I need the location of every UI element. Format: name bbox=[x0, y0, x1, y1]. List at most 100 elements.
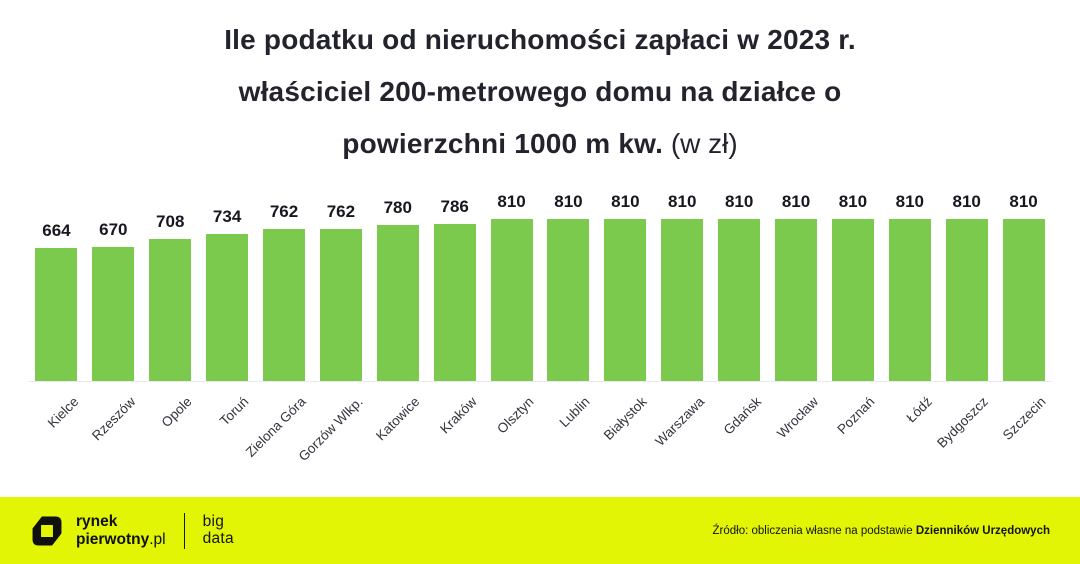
tick: Toruń bbox=[199, 382, 256, 482]
bar bbox=[206, 234, 249, 381]
bar-city-label: Kraków bbox=[436, 394, 480, 437]
brand-pl-suffix: .pl bbox=[149, 530, 166, 548]
bar bbox=[1002, 219, 1045, 381]
rynekpierwotny-logo-icon bbox=[32, 516, 62, 545]
bar-city-label: Łódź bbox=[903, 394, 935, 426]
bar-value-label: 810 bbox=[895, 192, 924, 211]
footer: rynek pierwotny.pl big data Źródło: obli… bbox=[0, 497, 1080, 564]
bar-city-label: Opole bbox=[158, 394, 195, 431]
tick: Gorzów Wlkp. bbox=[295, 382, 369, 482]
bar-value-label: 708 bbox=[156, 212, 185, 232]
bar-column: 708 bbox=[142, 190, 199, 381]
bar bbox=[35, 248, 78, 381]
bar-value-label: 810 bbox=[668, 192, 697, 211]
bar-column: 664 bbox=[28, 190, 85, 381]
bar-city-label: Gdańsk bbox=[720, 394, 764, 438]
tick: Olsztyn bbox=[483, 382, 540, 482]
tick: Szczecin bbox=[995, 382, 1052, 482]
tick: Zielona Góra bbox=[243, 382, 313, 482]
tick: Rzeszów bbox=[85, 382, 142, 482]
bar bbox=[945, 219, 988, 381]
bars-row: 664 670 708 734 762 762 780 bbox=[28, 190, 1052, 382]
bar-column: 810 bbox=[938, 190, 995, 381]
bar-city-label: Poznań bbox=[834, 394, 878, 437]
bar-city-label: Kielce bbox=[44, 394, 82, 431]
bar-value-label: 786 bbox=[440, 196, 469, 216]
bigdata-line-2: data bbox=[202, 529, 234, 547]
bar bbox=[319, 228, 362, 381]
bar-column: 810 bbox=[540, 190, 597, 381]
bar-value-label: 810 bbox=[952, 192, 981, 211]
bar bbox=[718, 219, 761, 381]
bar-value-label: 810 bbox=[554, 192, 583, 211]
bar bbox=[547, 219, 590, 381]
bar-value-label: 810 bbox=[781, 192, 811, 211]
bar-value-label: 810 bbox=[1009, 192, 1038, 211]
bar-city-label: Szczecin bbox=[999, 394, 1049, 443]
bar-column: 780 bbox=[369, 190, 426, 381]
title-line-3: powierzchni 1000 m kw. bbox=[342, 128, 664, 159]
bar-city-label: Białystok bbox=[601, 394, 650, 443]
bar bbox=[149, 239, 192, 381]
bar bbox=[775, 219, 818, 381]
bar-city-label: Katowice bbox=[373, 394, 423, 444]
bar-city-label: Rzeszów bbox=[88, 394, 138, 444]
source-bold: Dzienników Urzędowych bbox=[915, 524, 1050, 537]
chart-title: Ile podatku od nieruchomości zapłaci w 2… bbox=[0, 0, 1080, 170]
bar-value-label: 810 bbox=[611, 192, 640, 211]
bar-value-label: 780 bbox=[383, 198, 412, 217]
title-line-2: właściciel 200-metrowego domu na działce… bbox=[238, 76, 842, 107]
bar-chart: 664 670 708 734 762 762 780 bbox=[0, 190, 1080, 482]
tick: Kraków bbox=[426, 382, 483, 482]
bar-column: 810 bbox=[711, 190, 768, 381]
bar-value-label: 670 bbox=[99, 220, 128, 239]
bar bbox=[604, 219, 647, 381]
footer-divider bbox=[183, 512, 185, 549]
tick: Bydgoszcz bbox=[934, 382, 995, 482]
tick: Wrocław bbox=[768, 382, 825, 482]
tick: Gdańsk bbox=[711, 382, 768, 482]
brand-line-2: pierwotny bbox=[76, 530, 150, 548]
bar-column: 670 bbox=[85, 190, 142, 381]
bar-column: 810 bbox=[881, 190, 938, 381]
bar-city-label: Warszawa bbox=[652, 394, 707, 449]
bar-value-label: 664 bbox=[42, 221, 71, 241]
title-unit: (w zł) bbox=[663, 128, 738, 159]
bigdata-text: big data bbox=[203, 514, 234, 547]
brand-line-1: rynek bbox=[76, 513, 118, 531]
bar-value-label: 810 bbox=[838, 192, 868, 211]
bar-value-label: 810 bbox=[724, 192, 754, 211]
bar bbox=[490, 219, 533, 381]
bar bbox=[376, 225, 419, 381]
tick: Katowice bbox=[369, 382, 426, 482]
bar bbox=[263, 228, 305, 381]
bar bbox=[661, 219, 704, 381]
bar-column: 734 bbox=[199, 190, 256, 381]
tick: Lublin bbox=[540, 382, 597, 482]
tick: Białystok bbox=[597, 382, 654, 482]
bar-city-label: Olsztyn bbox=[493, 394, 537, 437]
tick: Warszawa bbox=[652, 382, 711, 482]
bar-column: 810 bbox=[483, 190, 540, 381]
brand-text: rynek pierwotny.pl bbox=[76, 513, 166, 547]
ticks-row: Kielce Rzeszów Opole Toruń Zielona Góra … bbox=[28, 382, 1052, 482]
bar-value-label: 734 bbox=[212, 207, 242, 227]
source-note: Źródło: obliczenia własne na podstawie D… bbox=[713, 525, 1050, 537]
bar bbox=[888, 219, 931, 381]
tick: Kielce bbox=[28, 382, 85, 482]
title-line-1: Ile podatku od nieruchomości zapłaci w 2… bbox=[224, 24, 856, 55]
bar bbox=[92, 247, 135, 381]
tick: Opole bbox=[142, 382, 199, 482]
bar-city-label: Wrocław bbox=[773, 394, 821, 442]
bar-column: 762 bbox=[312, 190, 369, 381]
bar-city-label: Bydgoszcz bbox=[934, 394, 992, 451]
bar-column: 810 bbox=[995, 190, 1052, 381]
bar-column: 810 bbox=[597, 190, 654, 381]
bar-column: 810 bbox=[654, 190, 711, 381]
source-prefix: Źródło: obliczenia własne na podstawie bbox=[712, 524, 916, 537]
bigdata-line-1: big bbox=[202, 513, 225, 531]
bar-value-label: 762 bbox=[269, 201, 299, 221]
bar-column: 810 bbox=[824, 190, 881, 381]
bar-column: 762 bbox=[256, 190, 313, 381]
